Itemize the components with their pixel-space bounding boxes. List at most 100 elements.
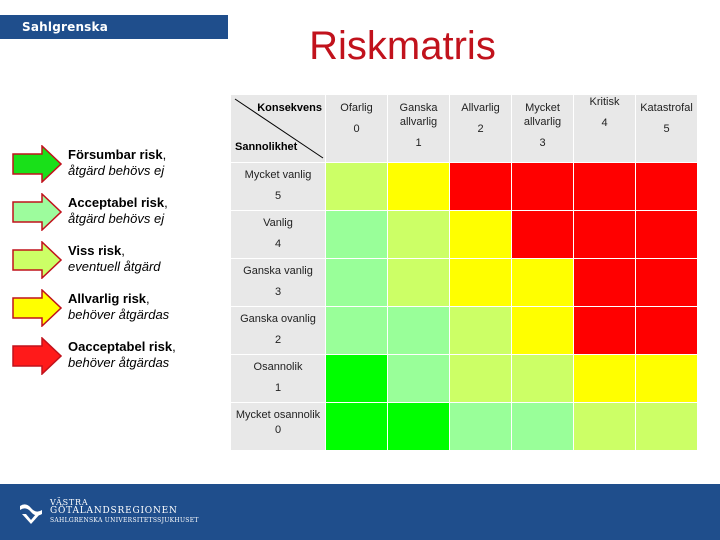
likelihood-value: 1 xyxy=(274,382,282,394)
risk-cell xyxy=(449,258,512,307)
legend-item: Allvarlig risk, behöver åtgärdas xyxy=(12,289,222,329)
likelihood-label: Ganska ovanlig xyxy=(240,313,316,325)
sannolikhet-label: Sannolikhet xyxy=(235,141,298,153)
legend-comma: , xyxy=(121,243,125,258)
footer-line-2: GÖTALANDSREGIONEN xyxy=(50,506,178,516)
consequence-value: 4 xyxy=(601,117,608,129)
consequence-value: 2 xyxy=(477,123,484,135)
column-header: Ganska allvarlig 1 xyxy=(387,94,450,163)
legend-item: Försumbar risk, åtgärd behövs ej xyxy=(12,145,222,185)
consequence-label: Ofarlig xyxy=(340,102,373,114)
risk-cell xyxy=(325,258,388,307)
risk-cell xyxy=(449,210,512,259)
row-header: Mycket osannolik 0 xyxy=(230,402,326,451)
risk-cell xyxy=(387,162,450,211)
diagonal-line xyxy=(234,98,324,159)
arrow-right-icon xyxy=(12,289,62,327)
risk-cell xyxy=(573,162,636,211)
consequence-value: 0 xyxy=(353,123,360,135)
consequence-label: Kritisk xyxy=(589,96,620,108)
likelihood-value: 3 xyxy=(274,286,282,298)
row-header: Ganska ovanlig 2 xyxy=(230,306,326,355)
risk-cell xyxy=(387,306,450,355)
risk-cell xyxy=(573,306,636,355)
legend-comma: , xyxy=(146,291,150,306)
legend-text: Allvarlig risk, behöver åtgärdas xyxy=(68,291,169,323)
legend-action: eventuell åtgärd xyxy=(68,259,161,274)
column-header: Kritisk 4 xyxy=(573,94,636,163)
risk-cell xyxy=(573,354,636,403)
risk-cell xyxy=(449,162,512,211)
legend-action: behöver åtgärdas xyxy=(68,307,170,322)
consequence-label: Katastrofal xyxy=(640,102,693,114)
risk-cell xyxy=(387,210,450,259)
legend-text: Oacceptabel risk, behöver åtgärdas xyxy=(68,339,176,371)
footer-line-3: SAHLGRENSKA UNIVERSITETSSJUKHUSET xyxy=(50,517,199,524)
legend-action: åtgärd behövs ej xyxy=(68,163,165,178)
legend-text: Försumbar risk, åtgärd behövs ej xyxy=(68,147,166,179)
consequence-label: Ganska allvarlig xyxy=(399,102,438,128)
risk-cell xyxy=(325,354,388,403)
column-header: Mycket allvarlig 3 xyxy=(511,94,574,163)
risk-cell xyxy=(573,210,636,259)
consequence-value: 5 xyxy=(663,123,670,135)
column-header: Allvarlig 2 xyxy=(449,94,512,163)
matrix-row: Osannolik 1 xyxy=(230,354,698,403)
legend-item: Acceptabel risk, åtgärd behövs ej xyxy=(12,193,222,233)
likelihood-value: 0 xyxy=(274,424,282,436)
arrow-right-icon xyxy=(12,337,62,375)
likelihood-label: Mycket vanlig xyxy=(244,169,312,181)
risk-cell xyxy=(325,210,388,259)
legend-risk-level: Viss risk xyxy=(68,243,122,258)
matrix-row: Ganska vanlig 3 xyxy=(230,258,698,307)
legend-item: Oacceptabel risk, behöver åtgärdas xyxy=(12,337,222,377)
row-header: Ganska vanlig 3 xyxy=(230,258,326,307)
risk-matrix: Konsekvens Sannolikhet Ofarlig 0 Ganska al… xyxy=(230,94,698,451)
risk-cell xyxy=(387,354,450,403)
column-header: Katastrofal 5 xyxy=(635,94,698,163)
risk-cell xyxy=(449,306,512,355)
likelihood-label: Ganska vanlig xyxy=(243,265,313,277)
risk-cell xyxy=(573,402,636,451)
risk-cell xyxy=(511,306,574,355)
risk-cell xyxy=(635,306,698,355)
likelihood-label: Vanlig xyxy=(263,217,293,229)
risk-cell xyxy=(573,258,636,307)
risk-cell xyxy=(387,402,450,451)
legend-action: åtgärd behövs ej xyxy=(68,211,165,226)
row-header: Osannolik 1 xyxy=(230,354,326,403)
konsekvens-label: Konsekvens xyxy=(257,102,322,114)
likelihood-label: Osannolik xyxy=(253,361,303,373)
matrix-row: Mycket vanlig 5 xyxy=(230,162,698,211)
risk-cell xyxy=(511,210,574,259)
risk-cell xyxy=(511,354,574,403)
risk-cell xyxy=(387,258,450,307)
legend-risk-level: Oacceptabel risk xyxy=(68,339,173,354)
risk-cell xyxy=(635,258,698,307)
hospital-name-banner: Sahlgrenska Universitetssjukhuset xyxy=(0,15,228,58)
matrix-row: Ganska ovanlig 2 xyxy=(230,306,698,355)
likelihood-value: 5 xyxy=(274,190,282,202)
risk-cell xyxy=(511,402,574,451)
consequence-value: 3 xyxy=(539,137,546,149)
risk-cell xyxy=(635,402,698,451)
legend-item: Viss risk, eventuell åtgärd xyxy=(12,241,222,281)
row-header: Mycket vanlig 5 xyxy=(230,162,326,211)
legend-risk-level: Acceptabel risk xyxy=(68,195,165,210)
matrix-row: Vanlig 4 xyxy=(230,210,698,259)
likelihood-value: 4 xyxy=(274,238,282,250)
legend-comma: , xyxy=(172,339,176,354)
risk-cell xyxy=(635,162,698,211)
risk-cell xyxy=(325,162,388,211)
consequence-label: Allvarlig xyxy=(461,102,500,114)
legend-comma: , xyxy=(164,195,168,210)
column-header: Ofarlig 0 xyxy=(325,94,388,163)
arrow-right-icon xyxy=(12,193,62,231)
risk-cell xyxy=(635,354,698,403)
footer-organization: VÄSTRA GÖTALANDSREGIONEN SAHLGRENSKA UNI… xyxy=(50,498,199,525)
page-title: Riskmatris xyxy=(309,24,496,68)
footer-bar: VÄSTRA GÖTALANDSREGIONEN SAHLGRENSKA UNI… xyxy=(0,484,720,540)
risk-cell xyxy=(449,402,512,451)
risk-cell xyxy=(325,306,388,355)
matrix-row: Mycket osannolik 0 xyxy=(230,402,698,451)
